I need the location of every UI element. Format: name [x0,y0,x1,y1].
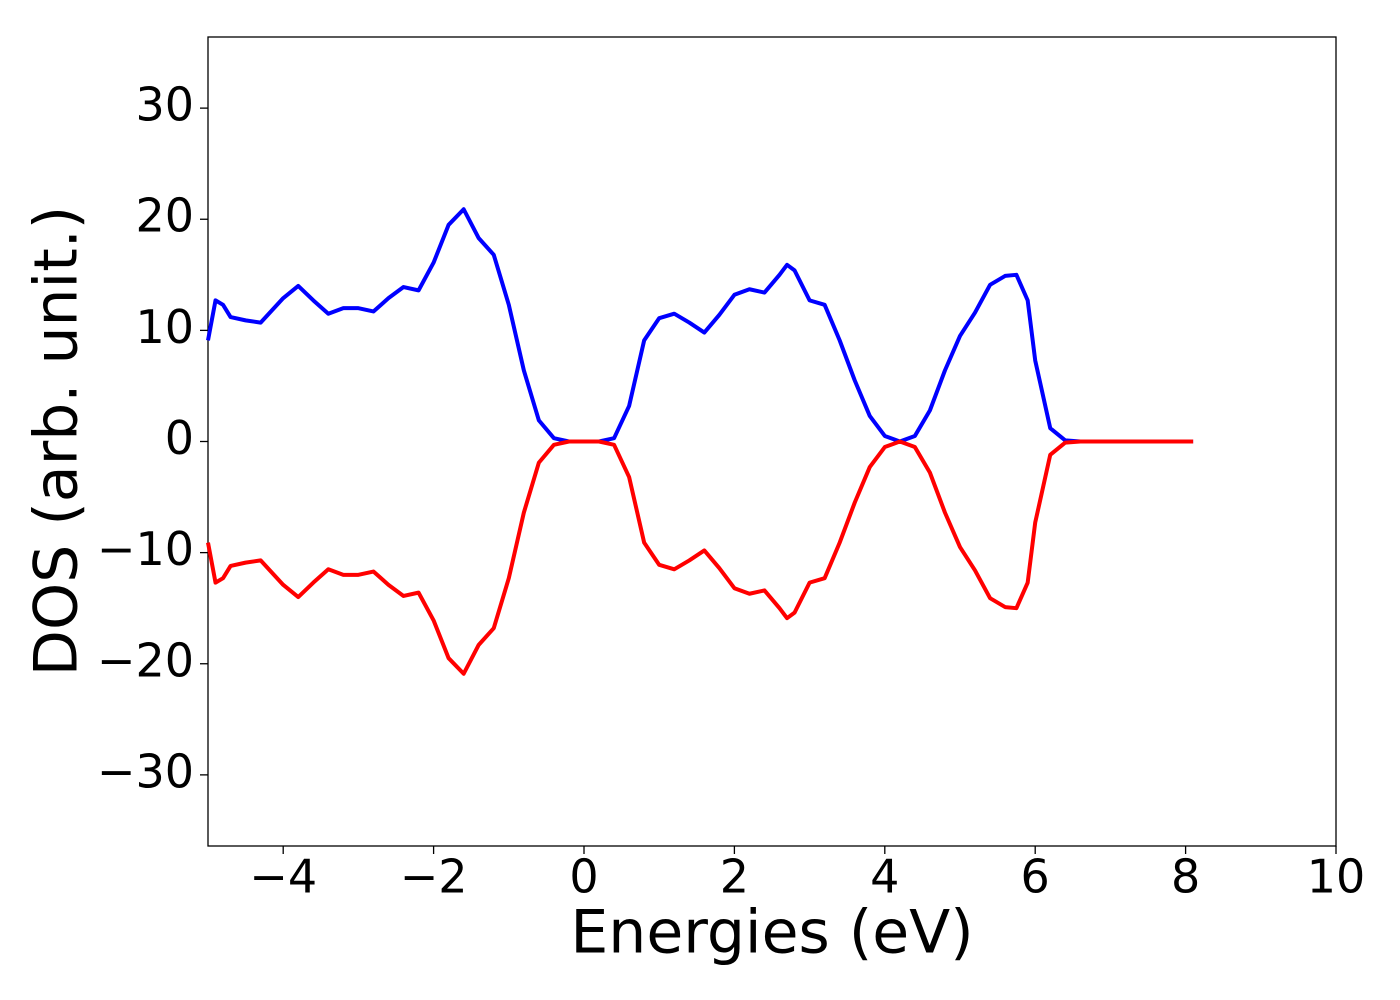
x-tick-label: −2 [400,850,468,904]
x-tick-label: −4 [249,850,317,904]
x-tick-label: 0 [569,850,598,904]
y-tick-label: 0 [165,411,194,465]
y-tick-label: −20 [97,633,194,687]
x-tick-label: 8 [1171,850,1200,904]
x-tick-label: 6 [1021,850,1050,904]
y-tick-label: 20 [135,189,194,243]
x-tick-label: 4 [870,850,899,904]
y-tick-label: 10 [135,300,194,354]
series-line [206,439,1194,676]
y-tick-label: −10 [97,522,194,576]
x-axis-label: Energies (eV) [570,898,973,968]
x-tick-label: 10 [1307,850,1366,904]
y-tick-label: −30 [97,744,194,798]
series-line [206,207,1194,444]
y-tick-label: 30 [135,78,194,132]
y-axis-label: DOS (arb. unit.) [22,206,92,676]
x-tick-label: 2 [720,850,749,904]
